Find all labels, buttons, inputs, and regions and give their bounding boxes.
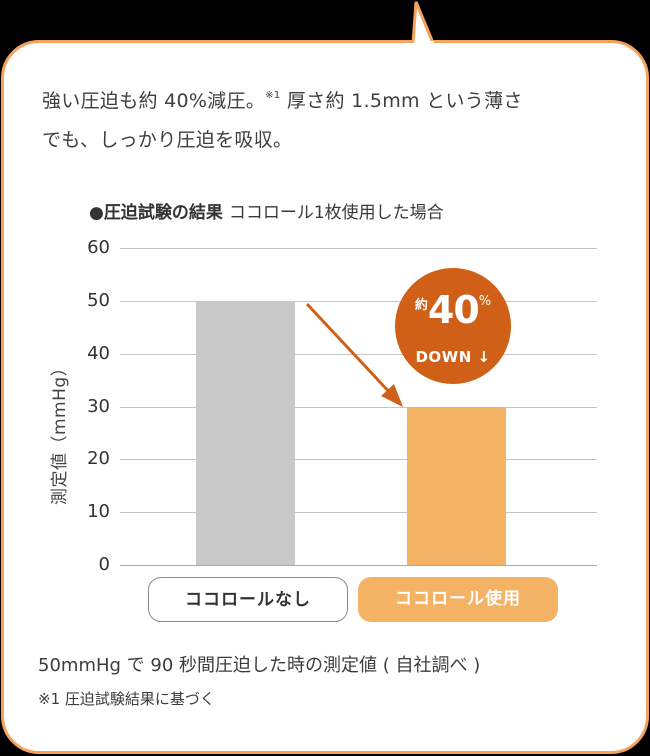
chart-title-sub: ココロール1枚使用した場合 [228,203,444,223]
gridline [120,459,597,460]
gridline [120,248,597,249]
intro-text: 強い圧迫も約 40%減圧。※1 厚さ約 1.5mm という薄さ でも、しっかり圧… [42,76,612,160]
badge-value: 40 [427,288,480,332]
footnote: ※1 圧迫試験結果に基づく [38,690,215,708]
intro-line1-b: 厚さ約 1.5mm という薄さ [280,90,523,112]
gridline [120,407,597,408]
reduction-badge: 約40% DOWN ↓ [395,268,511,384]
gridline [120,301,597,302]
y-axis-label: 測定値（mmHg） [50,358,70,505]
chart-title: ●圧迫試験の結果 ココロール1枚使用した場合 [89,198,444,223]
intro-line1-a: 強い圧迫も約 40%減圧。 [42,90,266,112]
y-tick-label: 60 [87,237,110,258]
category-label-with: ココロール使用 [358,577,558,622]
category-label-without: ココロールなし [148,577,348,622]
y-tick-label: 20 [87,448,110,469]
intro-line2: でも、しっかり圧迫を吸収。 [42,129,293,151]
chart-title-bold: ●圧迫試験の結果 [89,203,223,223]
badge-prefix: 約 [414,298,428,313]
y-tick-label: 0 [98,554,110,575]
footnote-marker: ※1 [265,90,281,101]
y-tick-label: 40 [87,343,110,364]
badge-label: DOWN ↓ [415,348,491,366]
gridline [120,512,597,513]
bar-without [196,301,295,565]
gridline [120,354,597,355]
gridline [120,565,597,566]
measurement-note: 50mmHg で 90 秒間圧迫した時の測定値 ( 自社調べ ) [38,655,481,676]
bar-with [407,407,506,565]
badge-unit: % [478,294,492,309]
y-tick-label: 10 [87,501,110,522]
y-tick-label: 30 [87,396,110,417]
y-tick-label: 50 [87,290,110,311]
